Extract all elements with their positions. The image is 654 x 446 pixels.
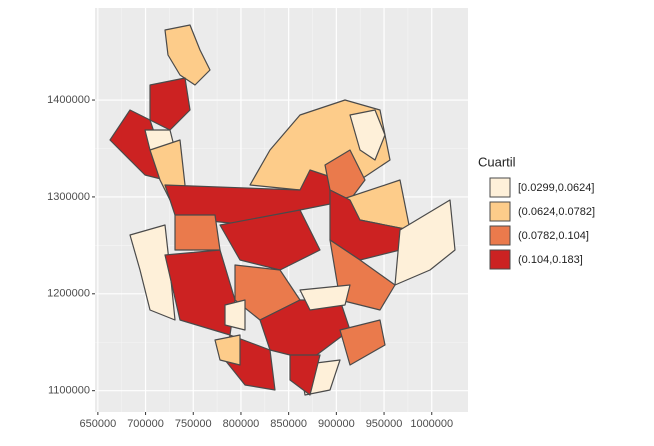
region bbox=[224, 299, 246, 331]
legend-key bbox=[489, 225, 511, 246]
x-tick-label: 700000 bbox=[127, 418, 164, 430]
region bbox=[394, 199, 456, 286]
legend-key bbox=[489, 249, 511, 270]
region bbox=[324, 149, 366, 201]
region bbox=[339, 319, 386, 366]
legend-title: Cuartil bbox=[478, 154, 516, 169]
legend: [0.0299,0.0624] (0.0624,0.0782] (0.0782,0.… bbox=[489, 177, 595, 270]
x-tick-label: 800000 bbox=[223, 418, 260, 430]
region bbox=[174, 214, 221, 251]
y-tick-label: 1100000 bbox=[48, 385, 90, 397]
legend-label: [0.0299,0.0624] bbox=[518, 182, 594, 194]
y-tick-label: 1200000 bbox=[47, 288, 90, 300]
x-tick-label: 650000 bbox=[80, 418, 117, 430]
y-tick-label: 1400000 bbox=[47, 94, 90, 106]
x-tick-label: 950000 bbox=[366, 418, 403, 430]
legend-label: (0.0782,0.104] bbox=[518, 230, 589, 242]
y-tick-label: 1300000 bbox=[47, 191, 90, 203]
x-tick-label: 1000000 bbox=[410, 418, 453, 430]
region bbox=[289, 354, 321, 396]
map bbox=[109, 24, 456, 396]
x-tick-label: 750000 bbox=[175, 418, 212, 430]
legend-label: (0.0624,0.0782] bbox=[518, 206, 595, 218]
region bbox=[149, 77, 191, 131]
region bbox=[219, 209, 321, 271]
legend-key bbox=[489, 177, 511, 198]
legend-label: (0.104,0.183] bbox=[518, 254, 583, 266]
region bbox=[214, 334, 241, 366]
region bbox=[164, 24, 211, 86]
region bbox=[349, 109, 386, 161]
region bbox=[299, 284, 351, 311]
x-tick-label: 850000 bbox=[270, 418, 307, 430]
region bbox=[129, 224, 176, 321]
x-tick-label: 900000 bbox=[318, 418, 355, 430]
legend-key bbox=[489, 201, 511, 222]
